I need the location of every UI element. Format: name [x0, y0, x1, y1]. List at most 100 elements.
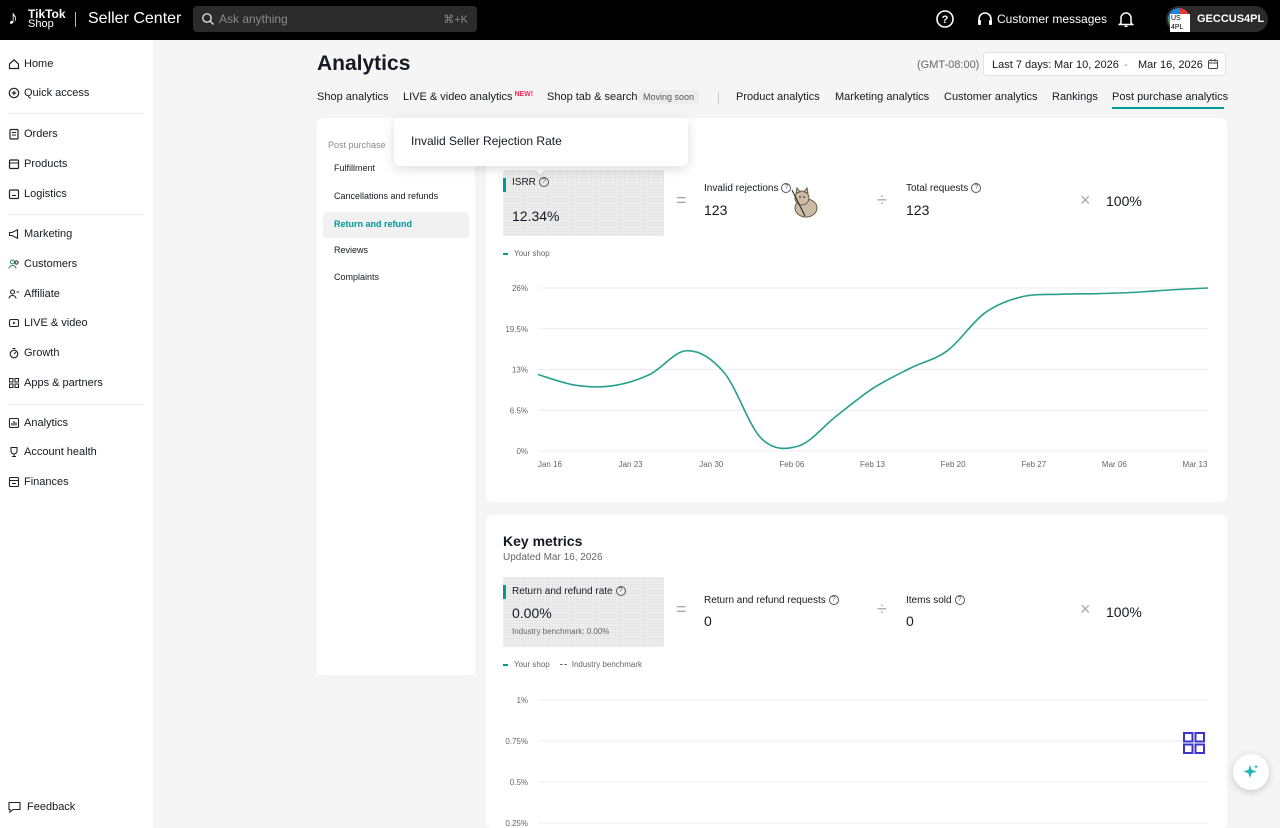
total-requests-value: 123	[906, 202, 930, 218]
accent-bar	[503, 178, 506, 192]
multiply-operator: ×	[1080, 599, 1091, 619]
submenu-item-label: Return and refund	[334, 219, 412, 229]
total-requests-label: Total requests?	[906, 183, 982, 194]
x-tick-label: Feb 06	[779, 460, 804, 468]
isrr-card: ISRR? 12.34% = Invalid rejections? 123 ÷…	[486, 118, 1227, 502]
y-tick-label: 0.75%	[505, 737, 528, 746]
page-title: Analytics	[317, 52, 411, 75]
x-tick-label: Mar 13	[1183, 460, 1208, 468]
y-tick-label: 6.5%	[510, 406, 528, 415]
info-icon[interactable]: ?	[538, 177, 549, 188]
multiplier-value: 100%	[1106, 604, 1142, 620]
tab-shop-analytics[interactable]: Shop analytics	[317, 91, 389, 103]
invalid-rejections-value: 123	[704, 202, 728, 218]
help-icon[interactable]: ?	[935, 9, 955, 29]
account-menu[interactable]: US 4PL GECCUS4PL	[1166, 6, 1268, 32]
y-tick-label: 13%	[512, 366, 528, 375]
submenu-item-cancellations-refunds[interactable]: Cancellations and refunds	[323, 184, 469, 210]
key-metrics-title: Key metrics	[503, 533, 583, 549]
headset-icon[interactable]	[976, 10, 994, 28]
sidebar-item-products[interactable]: Products	[0, 154, 153, 176]
sidebar-item-home[interactable]: Home	[0, 54, 153, 76]
plus-circle-icon	[8, 87, 20, 99]
sidebar-item-affiliate[interactable]: Affiliate	[0, 284, 153, 306]
items-sold-value: 0	[906, 613, 914, 629]
tiktok-note-icon: ♪	[8, 7, 18, 29]
sidebar-item-orders[interactable]: Orders	[0, 124, 153, 146]
isrr-metric-box[interactable]: ISRR? 12.34%	[503, 170, 664, 236]
sidebar-item-finances[interactable]: Finances	[0, 472, 153, 494]
equals-operator: =	[676, 190, 687, 210]
multiplier-value: 100%	[1106, 193, 1142, 209]
submenu-item-complaints[interactable]: Complaints	[323, 265, 469, 291]
tab-rankings[interactable]: Rankings	[1052, 91, 1098, 103]
date-range-label: Last 7 days:	[992, 59, 1052, 71]
tab-shop-tab-search[interactable]: Shop tab & search	[547, 91, 638, 103]
sidebar-item-label: Marketing	[24, 228, 73, 240]
info-icon[interactable]: ?	[971, 183, 982, 194]
submenu-item-return-refund[interactable]: Return and refund	[323, 212, 469, 238]
timezone-label: (GMT-08:00)	[917, 59, 980, 71]
date-end[interactable]: Mar 16, 2026	[1138, 59, 1203, 71]
top-bar: ♪ TikTok Shop Seller Center Ask anything…	[0, 0, 1280, 40]
customers-icon	[8, 259, 19, 269]
sidebar-item-marketing[interactable]: Marketing	[0, 224, 153, 246]
sidebar-item-label: Account health	[24, 446, 97, 458]
return-refund-requests-label: Return and refund requests?	[704, 595, 839, 606]
y-tick-label: 26%	[512, 284, 528, 293]
sidebar-item-customers[interactable]: Customers	[0, 254, 153, 276]
submenu-item-fulfillment[interactable]: Fulfillment	[323, 156, 469, 182]
tab-live-video-analytics[interactable]: LIVE & video analytics NEW!	[403, 91, 533, 103]
x-tick-label: Jan 16	[538, 460, 563, 468]
grid-apps-icon[interactable]	[1182, 731, 1206, 755]
date-start[interactable]: Mar 10, 2026	[1054, 59, 1119, 71]
info-icon[interactable]: ?	[828, 595, 839, 606]
bell-icon[interactable]	[1117, 10, 1135, 28]
info-icon[interactable]: ?	[615, 586, 626, 597]
new-badge: NEW!	[514, 91, 534, 98]
accent-bar	[503, 585, 506, 599]
items-sold-label: Items sold?	[906, 595, 965, 606]
search-input[interactable]: Ask anything ⌘+K	[193, 6, 477, 32]
info-icon[interactable]: ?	[781, 183, 792, 194]
chart-legend: Your shop Industry benchmark	[503, 660, 642, 669]
sidebar-item-live-video[interactable]: LIVE & video	[0, 313, 153, 335]
x-tick-label: Jan 30	[699, 460, 724, 468]
tab-customer-analytics[interactable]: Customer analytics	[944, 91, 1038, 103]
sidebar-item-label: Finances	[24, 476, 69, 488]
tab-marketing-analytics[interactable]: Marketing analytics	[835, 91, 930, 103]
truck-icon	[8, 189, 20, 200]
moving-soon-badge: Moving soon	[638, 90, 700, 104]
search-placeholder: Ask anything	[219, 12, 288, 26]
x-tick-label: Jan 23	[619, 460, 644, 468]
sidebar-item-logistics[interactable]: Logistics	[0, 184, 153, 206]
sidebar-item-apps-partners[interactable]: Apps & partners	[0, 373, 153, 395]
sidebar-item-analytics[interactable]: Analytics	[0, 413, 153, 435]
multiply-operator: ×	[1080, 190, 1091, 210]
tiktok-shop-logo[interactable]: ♪ TikTok Shop	[8, 7, 68, 33]
x-tick-label: Feb 20	[941, 460, 966, 468]
key-metrics-card: Key metrics Updated Mar 16, 2026 Return …	[486, 515, 1227, 828]
sidebar-item-label: Analytics	[24, 417, 69, 429]
sparkle-icon	[1243, 764, 1259, 778]
date-range-picker[interactable]: Last 7 days: Mar 10, 2026 - Mar 16, 2026	[983, 52, 1226, 76]
submenu-item-reviews[interactable]: Reviews	[323, 238, 469, 264]
cat-sticker	[789, 186, 821, 220]
info-icon[interactable]: ?	[954, 595, 965, 606]
sidebar-item-account-health[interactable]: Account health	[0, 442, 153, 464]
box-icon	[8, 159, 20, 170]
y-tick-label: 0%	[516, 447, 528, 456]
legend-swatch-benchmark	[559, 664, 567, 666]
submenu-item-label: Fulfillment	[334, 163, 376, 173]
megaphone-icon	[8, 228, 19, 240]
sidebar-item-label: Quick access	[24, 87, 90, 99]
tab-post-purchase-analytics[interactable]: Post purchase analytics	[1112, 91, 1229, 103]
industry-benchmark-text: Industry benchmark: 0.00%	[512, 627, 610, 636]
sidebar-item-quick-access[interactable]: Quick access	[0, 83, 153, 105]
customer-messages-link[interactable]: Customer messages	[997, 12, 1108, 26]
return-refund-rate-box[interactable]: Return and refund rate? 0.00% Industry b…	[503, 577, 664, 647]
ai-assistant-button[interactable]	[1233, 754, 1269, 790]
sidebar-item-growth[interactable]: Growth	[0, 343, 153, 365]
post-purchase-submenu: Post purchase Fulfillment Cancellations …	[317, 118, 475, 675]
tab-product-analytics[interactable]: Product analytics	[736, 91, 820, 103]
